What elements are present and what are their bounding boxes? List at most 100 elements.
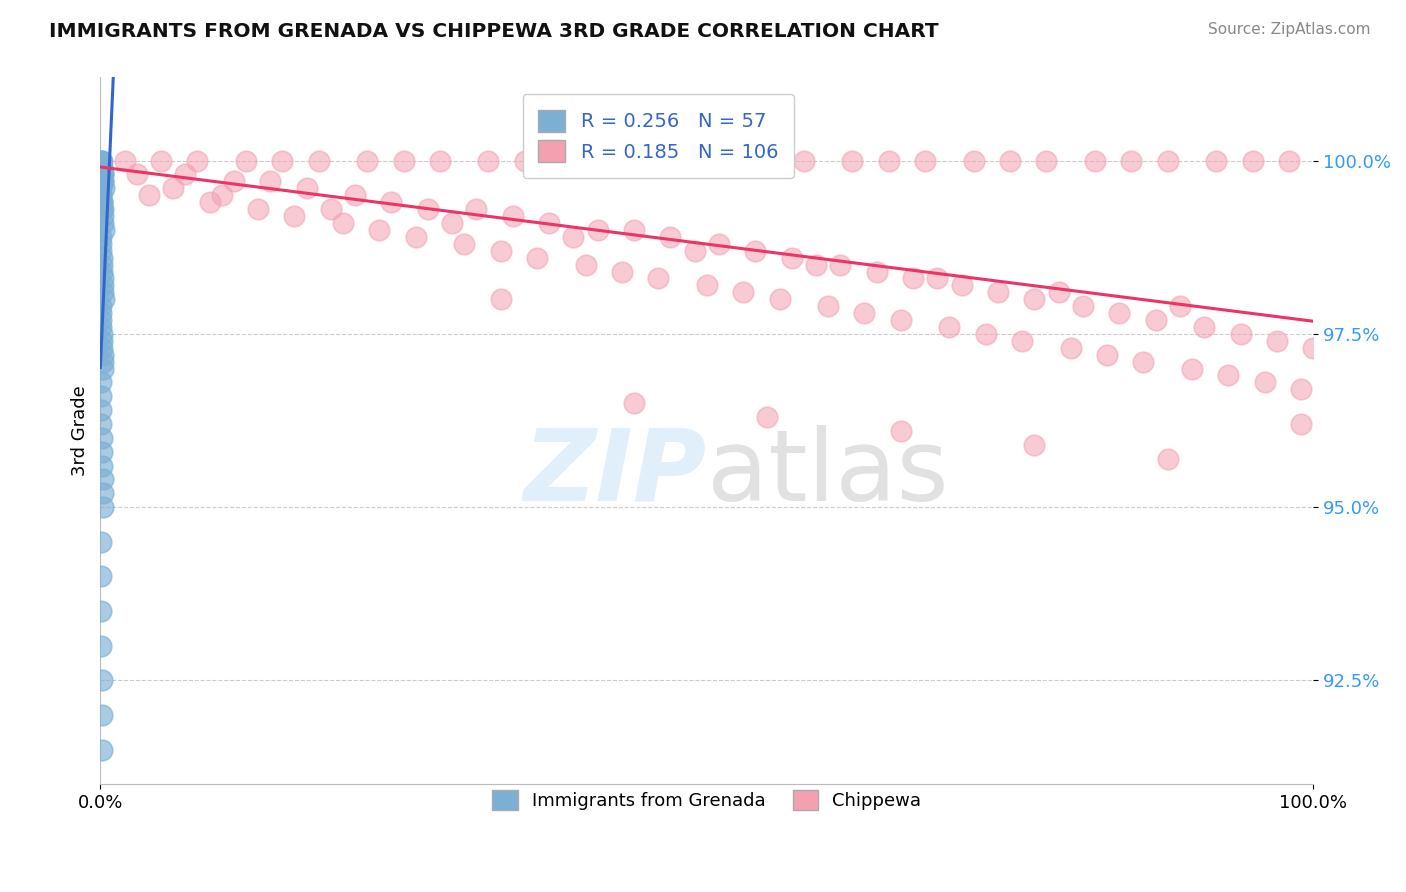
- Point: [1289, 417, 1312, 431]
- Point: [1035, 153, 1057, 168]
- Point: [308, 153, 330, 168]
- Point: [90, 306, 112, 320]
- Point: [90, 188, 112, 202]
- Point: [319, 202, 342, 216]
- Point: [247, 202, 270, 216]
- Text: Source: ZipAtlas.com: Source: ZipAtlas.com: [1208, 22, 1371, 37]
- Point: [91, 473, 114, 487]
- Point: [90, 153, 112, 168]
- Point: [90, 251, 112, 265]
- Point: [93, 174, 115, 188]
- Point: [90, 244, 112, 258]
- Point: [586, 223, 609, 237]
- Point: [890, 313, 912, 327]
- Point: [756, 410, 779, 425]
- Point: [1084, 153, 1107, 168]
- Point: [90, 258, 112, 272]
- Point: [90, 639, 112, 653]
- Point: [453, 236, 475, 251]
- Point: [1157, 153, 1180, 168]
- Point: [1265, 334, 1288, 348]
- Point: [1254, 376, 1277, 390]
- Point: [1302, 341, 1324, 355]
- Point: [91, 341, 114, 355]
- Point: [744, 244, 766, 258]
- Point: [1181, 361, 1204, 376]
- Point: [93, 361, 115, 376]
- Point: [90, 313, 112, 327]
- Point: [465, 202, 488, 216]
- Text: ZIP: ZIP: [524, 425, 707, 522]
- Point: [963, 153, 986, 168]
- Point: [332, 216, 354, 230]
- Point: [853, 306, 876, 320]
- Point: [817, 299, 839, 313]
- Text: atlas: atlas: [707, 425, 949, 522]
- Point: [91, 168, 114, 182]
- Point: [938, 320, 960, 334]
- Point: [90, 320, 112, 334]
- Point: [271, 153, 294, 168]
- Point: [93, 223, 115, 237]
- Point: [138, 188, 160, 202]
- Point: [368, 223, 391, 237]
- Point: [696, 278, 718, 293]
- Point: [91, 348, 114, 362]
- Point: [90, 673, 112, 688]
- Point: [890, 424, 912, 438]
- Point: [380, 195, 402, 210]
- Point: [1157, 451, 1180, 466]
- Point: [610, 264, 633, 278]
- Point: [344, 188, 367, 202]
- Point: [90, 604, 112, 618]
- Point: [793, 153, 815, 168]
- Text: IMMIGRANTS FROM GRENADA VS CHIPPEWA 3RD GRADE CORRELATION CHART: IMMIGRANTS FROM GRENADA VS CHIPPEWA 3RD …: [49, 22, 939, 41]
- Point: [1289, 382, 1312, 396]
- Point: [1218, 368, 1240, 383]
- Point: [91, 743, 114, 757]
- Point: [405, 230, 427, 244]
- Y-axis label: 3rd Grade: 3rd Grade: [72, 385, 89, 476]
- Point: [90, 236, 112, 251]
- Point: [671, 153, 693, 168]
- Point: [91, 174, 114, 188]
- Point: [1241, 153, 1264, 168]
- Point: [259, 174, 281, 188]
- Point: [91, 334, 114, 348]
- Point: [683, 244, 706, 258]
- Point: [91, 168, 114, 182]
- Point: [998, 153, 1021, 168]
- Point: [974, 326, 997, 341]
- Point: [91, 271, 114, 285]
- Point: [186, 153, 208, 168]
- Point: [1095, 348, 1118, 362]
- Point: [283, 209, 305, 223]
- Point: [1047, 285, 1070, 300]
- Point: [1132, 354, 1154, 368]
- Point: [235, 153, 257, 168]
- Point: [865, 264, 887, 278]
- Point: [174, 168, 197, 182]
- Point: [841, 153, 863, 168]
- Point: [1144, 313, 1167, 327]
- Point: [733, 285, 755, 300]
- Point: [91, 264, 114, 278]
- Point: [91, 216, 114, 230]
- Point: [599, 153, 621, 168]
- Point: [707, 236, 730, 251]
- Legend: Immigrants from Grenada, Chippewa: Immigrants from Grenada, Chippewa: [478, 775, 936, 825]
- Point: [150, 153, 173, 168]
- Point: [91, 708, 114, 723]
- Point: [780, 251, 803, 265]
- Point: [90, 153, 112, 168]
- Point: [90, 230, 112, 244]
- Point: [1192, 320, 1215, 334]
- Point: [914, 153, 936, 168]
- Point: [90, 181, 112, 195]
- Point: [90, 299, 112, 313]
- Point: [429, 153, 451, 168]
- Point: [91, 285, 114, 300]
- Point: [90, 444, 112, 458]
- Point: [90, 195, 112, 210]
- Point: [91, 209, 114, 223]
